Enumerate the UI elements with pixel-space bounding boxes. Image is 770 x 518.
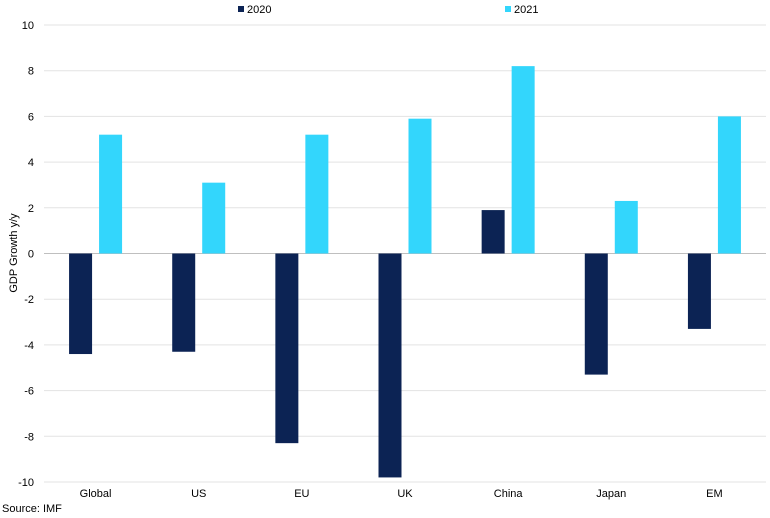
bar-2020-global [69, 253, 93, 355]
y-tick-label: 0 [28, 249, 34, 261]
bar-2021-em [717, 116, 741, 254]
bar-2021-uk [408, 118, 432, 254]
gridlines [44, 24, 766, 483]
x-tick-label: EU [294, 488, 309, 500]
bar-2020-us [172, 253, 196, 352]
y-tick-label: 2 [28, 203, 34, 215]
y-tick-label: 10 [22, 20, 34, 32]
bars [69, 66, 741, 478]
legend-swatch-2021 [505, 6, 511, 12]
bar-2020-japan [584, 253, 608, 375]
bar-2020-uk [378, 253, 402, 478]
bar-2021-us [202, 182, 226, 254]
bar-2021-eu [305, 134, 329, 254]
bar-2021-china [511, 66, 535, 254]
legend-label-2021: 2021 [514, 4, 538, 16]
bar-2020-em [687, 253, 711, 329]
source-note: Source: IMF [2, 503, 62, 515]
bar-2020-eu [275, 253, 299, 444]
y-tick-label: 4 [28, 157, 34, 169]
legend-label-2020: 2020 [247, 4, 271, 16]
y-axis-label: GDP Growth y/y [8, 213, 20, 293]
x-tick-label: US [191, 488, 206, 500]
y-tick-label: 8 [28, 66, 34, 78]
bar-2020-china [481, 210, 505, 254]
y-tick-label: 6 [28, 111, 34, 123]
legend: 2020 2021 [238, 4, 538, 16]
legend-swatch-2020 [238, 6, 244, 12]
y-tick-label: -4 [24, 340, 34, 352]
x-axis-ticks: Global US EU UK China Japan EM [80, 488, 723, 500]
x-tick-label: Japan [596, 488, 626, 500]
y-tick-label: -2 [24, 294, 34, 306]
y-tick-label: -8 [24, 431, 34, 443]
y-axis-ticks: 10 8 6 4 2 0 -2 -4 -6 -8 -10 [18, 20, 34, 489]
y-tick-label: -6 [24, 386, 34, 398]
x-tick-label: EM [706, 488, 723, 500]
x-tick-label: UK [397, 488, 413, 500]
y-tick-label: -10 [18, 477, 34, 489]
x-tick-label: China [494, 488, 524, 500]
x-tick-label: Global [80, 488, 112, 500]
bar-2021-global [99, 134, 123, 254]
bar-2021-japan [614, 200, 638, 254]
